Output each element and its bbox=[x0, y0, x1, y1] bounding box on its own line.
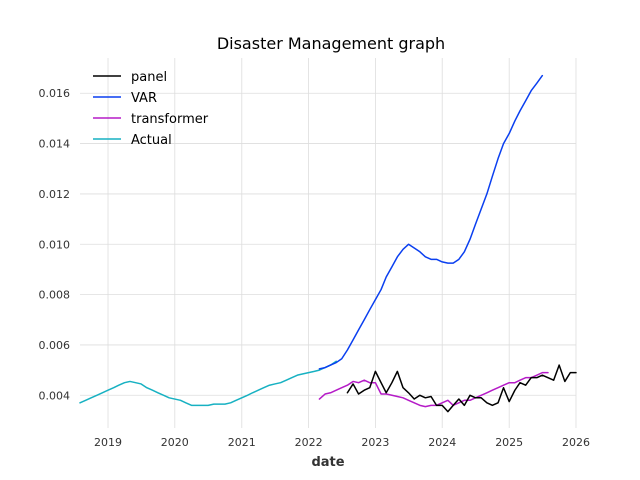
x-tick-labels: 2019 2020 2021 2022 2023 2024 2025 2026 bbox=[94, 436, 590, 449]
x-tick-label: 2023 bbox=[361, 436, 389, 449]
series-line-actual bbox=[79, 360, 337, 407]
series-line-panel bbox=[346, 364, 577, 413]
y-tick-label: 0.010 bbox=[39, 238, 71, 251]
x-tick-label: 2022 bbox=[295, 436, 323, 449]
series-layer bbox=[79, 74, 577, 413]
legend: panel VAR transformer Actual bbox=[93, 70, 209, 148]
legend-label-actual: Actual bbox=[131, 133, 172, 148]
x-tick-label: 2026 bbox=[562, 436, 590, 449]
x-tick-label: 2021 bbox=[228, 436, 256, 449]
x-axis-label: date bbox=[311, 455, 344, 470]
y-tick-label: 0.004 bbox=[39, 389, 71, 402]
y-tick-label: 0.014 bbox=[39, 138, 71, 151]
legend-label-panel: panel bbox=[131, 70, 167, 85]
legend-label-transformer: transformer bbox=[131, 112, 209, 127]
series-line-transformer bbox=[318, 371, 549, 408]
chart-title: Disaster Management graph bbox=[217, 34, 445, 53]
legend-label-var: VAR bbox=[131, 91, 157, 106]
y-tick-labels: 0.004 0.006 0.008 0.010 0.012 0.014 0.016 bbox=[39, 87, 71, 402]
x-gridlines bbox=[107, 58, 577, 428]
y-tick-label: 0.008 bbox=[39, 289, 71, 302]
x-tick-label: 2019 bbox=[94, 436, 122, 449]
y-tick-label: 0.016 bbox=[39, 87, 71, 100]
y-gridlines bbox=[80, 92, 576, 396]
series-line-var bbox=[318, 74, 544, 370]
x-tick-label: 2024 bbox=[428, 436, 456, 449]
y-tick-label: 0.006 bbox=[39, 339, 71, 352]
x-tick-label: 2020 bbox=[161, 436, 189, 449]
y-tick-label: 0.012 bbox=[39, 188, 71, 201]
x-tick-label: 2025 bbox=[495, 436, 523, 449]
